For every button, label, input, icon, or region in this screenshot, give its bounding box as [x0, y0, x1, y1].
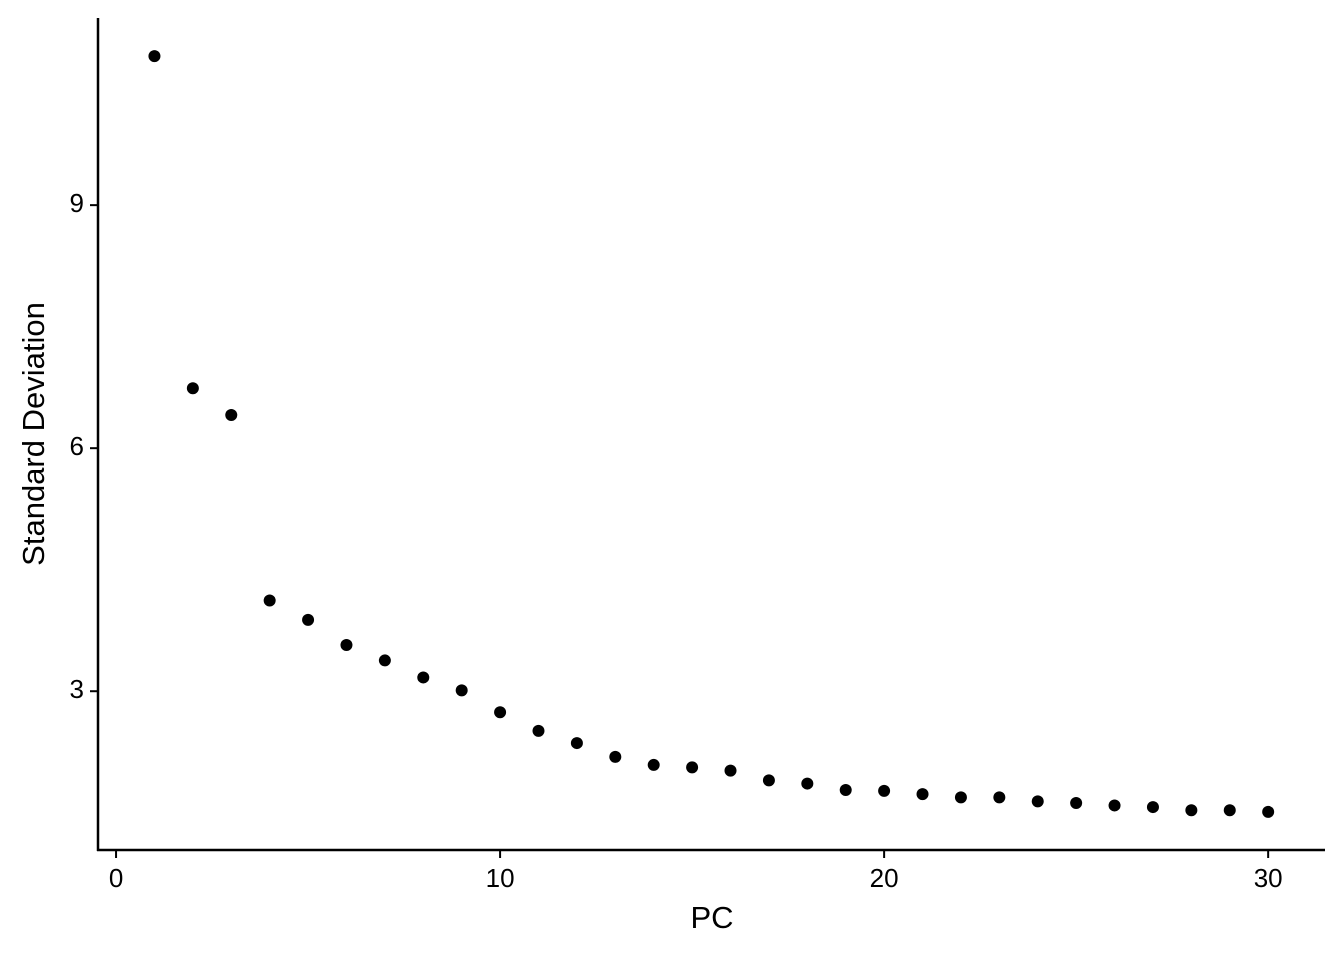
point: [724, 764, 737, 777]
point: [954, 791, 967, 804]
point: [455, 684, 468, 697]
point: [225, 408, 238, 421]
point: [1070, 797, 1083, 810]
point: [916, 788, 929, 801]
x-tick-label: 0: [109, 863, 123, 893]
point: [494, 706, 507, 719]
point: [148, 50, 161, 63]
point: [263, 594, 276, 607]
x-tick-label: 20: [870, 863, 899, 893]
point: [878, 784, 891, 797]
y-tick-label: 9: [70, 188, 84, 218]
x-tick-label: 10: [486, 863, 515, 893]
x-axis-title: PC: [690, 900, 733, 935]
point: [378, 654, 391, 667]
y-tick-label: 6: [70, 431, 84, 461]
point: [993, 791, 1006, 804]
y-tick-label: 3: [70, 674, 84, 704]
point: [532, 724, 545, 737]
point: [1031, 795, 1044, 808]
y-axis-title: Standard Deviation: [16, 302, 51, 566]
point: [1108, 799, 1121, 812]
point: [647, 758, 660, 771]
point: [686, 761, 699, 774]
point: [570, 737, 583, 750]
point: [340, 639, 353, 652]
point: [801, 777, 814, 790]
point: [1223, 804, 1236, 817]
point: [302, 613, 315, 626]
point: [609, 750, 622, 763]
point: [1146, 801, 1159, 814]
point: [839, 784, 852, 797]
point: [1185, 804, 1198, 817]
point: [417, 671, 430, 684]
point: [186, 382, 199, 395]
point: [1262, 805, 1275, 818]
point: [762, 774, 775, 787]
x-tick-label: 30: [1254, 863, 1283, 893]
